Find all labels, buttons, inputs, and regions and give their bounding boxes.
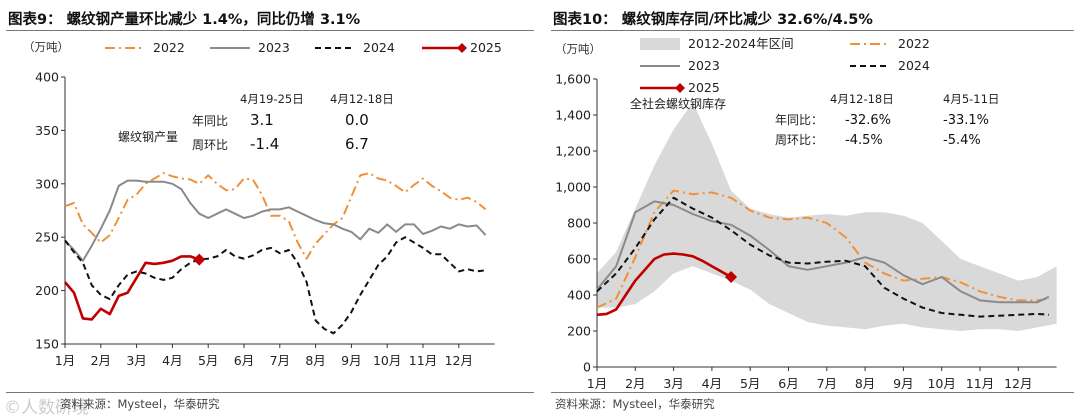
production-chart: （万吨） 150 200 250 300 350 400 1月 2月 3月 4月 5月 6月 7月 8月 9月… — [23, 40, 502, 368]
legend-label-2024: 2024 — [898, 58, 930, 73]
text-box-row-label: 周环比 — [192, 138, 228, 152]
figure-10-panel: 图表10： 螺纹钢库存同/环比减少 32.6%/4.5% （万吨） 0 200 400… — [545, 0, 1080, 417]
y-unit-label: （万吨） — [555, 42, 601, 56]
y-tick-label: 1,200 — [555, 144, 591, 159]
range-band — [597, 102, 1057, 332]
text-box-row-label: 周环比： — [775, 133, 823, 147]
source-divider — [551, 392, 1074, 393]
x-tick-label: 12月 — [1004, 376, 1032, 391]
text-box-value: -5.4% — [943, 133, 981, 148]
y-tick-label: 250 — [35, 230, 59, 245]
legend-label-2025: 2025 — [470, 40, 502, 55]
x-tick-label: 8月 — [855, 376, 875, 391]
x-tick-label: 9月 — [893, 376, 913, 391]
text-box-col-header: 4月12-18日 — [830, 92, 894, 106]
series-end-marker-2025 — [725, 271, 738, 283]
x-tick-label: 5月 — [740, 376, 760, 391]
legend-marker-2025 — [675, 83, 685, 93]
x-tick-label: 12月 — [445, 353, 473, 368]
y-tick-label: 350 — [35, 123, 59, 138]
title-divider — [6, 30, 534, 31]
y-tick-label: 200 — [35, 283, 59, 298]
x-tick-label: 2月 — [91, 353, 111, 368]
text-box-col-header: 4月5-11日 — [943, 92, 999, 106]
text-box-value: -4.5% — [845, 133, 883, 148]
x-tick-label: 10月 — [927, 376, 955, 391]
figure-9-panel: 图表9： 螺纹钢产量环比减少 1.4%，同比仍增 3.1% （万吨） 150 200… — [0, 0, 540, 418]
x-tick-label: 5月 — [198, 353, 218, 368]
x-tick-label: 4月 — [702, 376, 722, 391]
text-box-value: 3.1 — [250, 111, 274, 129]
x-tick-label: 11月 — [409, 353, 437, 368]
text-box-col-header: 4月12-18日 — [330, 92, 394, 106]
x-tick-label: 6月 — [234, 353, 254, 368]
x-tick-label: 9月 — [341, 353, 361, 368]
series-line-2024 — [596, 196, 1049, 318]
text-box-col-header: 4月19-25日 — [240, 92, 304, 106]
series-line-2024 — [64, 236, 486, 335]
y-tick-label: 800 — [567, 216, 591, 231]
x-tick-label: 1月 — [587, 376, 607, 391]
x-tick-label: 11月 — [966, 376, 994, 391]
series-line-2022 — [64, 172, 487, 260]
y-unit-label: （万吨） — [23, 40, 69, 54]
legend-swatch-range — [640, 38, 680, 50]
series-end-marker-2025 — [193, 253, 206, 266]
text-box-value: 0.0 — [345, 111, 369, 129]
x-tick-label: 8月 — [305, 353, 325, 368]
y-tick-label: 1,000 — [555, 180, 591, 195]
x-tick-label: 2月 — [625, 376, 645, 391]
text-box-value: -33.1% — [943, 113, 989, 128]
series-line-2025 — [64, 255, 200, 321]
y-tick-label: 1,400 — [555, 108, 591, 123]
x-tick-label: 3月 — [126, 353, 146, 368]
y-tick-label: 400 — [567, 288, 591, 303]
figure-title: 图表10： 螺纹钢库存同/环比减少 32.6%/4.5% — [553, 12, 873, 28]
text-box-value: -1.4 — [250, 135, 279, 153]
text-box-value: 6.7 — [345, 135, 369, 153]
text-box-row-label: 年同比： — [775, 113, 823, 127]
y-tick-label: 200 — [567, 324, 591, 339]
inventory-chart: （万吨） 0 200 400 600 800 1,000 1,200 1,400 1,600 1月 2… — [555, 36, 1057, 391]
legend-marker-2025 — [457, 43, 467, 53]
y-tick-label: 0 — [583, 360, 591, 375]
x-tick-label: 7月 — [817, 376, 837, 391]
series-line-2023 — [596, 200, 1050, 304]
y-tick-label: 600 — [567, 252, 591, 267]
legend-label-2022: 2022 — [153, 40, 185, 55]
figure-title: 图表9： 螺纹钢产量环比减少 1.4%，同比仍增 3.1% — [8, 12, 361, 28]
legend-label-2023: 2023 — [688, 58, 720, 73]
x-tick-label: 7月 — [270, 353, 290, 368]
text-box-row-label: 年同比 — [192, 114, 228, 128]
legend-label-2024: 2024 — [363, 40, 395, 55]
source-note: 资料来源：Mysteel，华泰研究 — [60, 397, 220, 411]
text-box-label: 螺纹钢产量 — [118, 130, 178, 144]
title-divider — [551, 30, 1074, 31]
x-tick-label: 6月 — [778, 376, 798, 391]
x-tick-label: 10月 — [373, 353, 401, 368]
x-tick-label: 1月 — [55, 353, 75, 368]
x-tick-label: 4月 — [162, 353, 182, 368]
legend-label-2025: 2025 — [688, 80, 720, 95]
source-note: 资料来源：Mysteel，华泰研究 — [555, 397, 715, 411]
y-tick-label: 400 — [35, 70, 59, 85]
legend-label-range: 2012-2024年区间 — [688, 36, 794, 51]
series-line-2023 — [64, 179, 487, 262]
source-divider — [6, 392, 534, 393]
series-line-2025 — [596, 252, 732, 317]
legend-label-2023: 2023 — [258, 40, 290, 55]
y-tick-label: 150 — [35, 337, 59, 352]
text-box-label: 全社会螺纹钢库存 — [630, 96, 726, 111]
text-box-value: -32.6% — [845, 113, 891, 128]
watermark: ©人数研境 — [4, 398, 89, 418]
legend-label-2022: 2022 — [898, 36, 930, 51]
x-tick-label: 3月 — [663, 376, 683, 391]
y-tick-label: 300 — [35, 176, 59, 191]
series-line-2022 — [596, 189, 1050, 309]
y-tick-label: 1,600 — [555, 72, 591, 87]
